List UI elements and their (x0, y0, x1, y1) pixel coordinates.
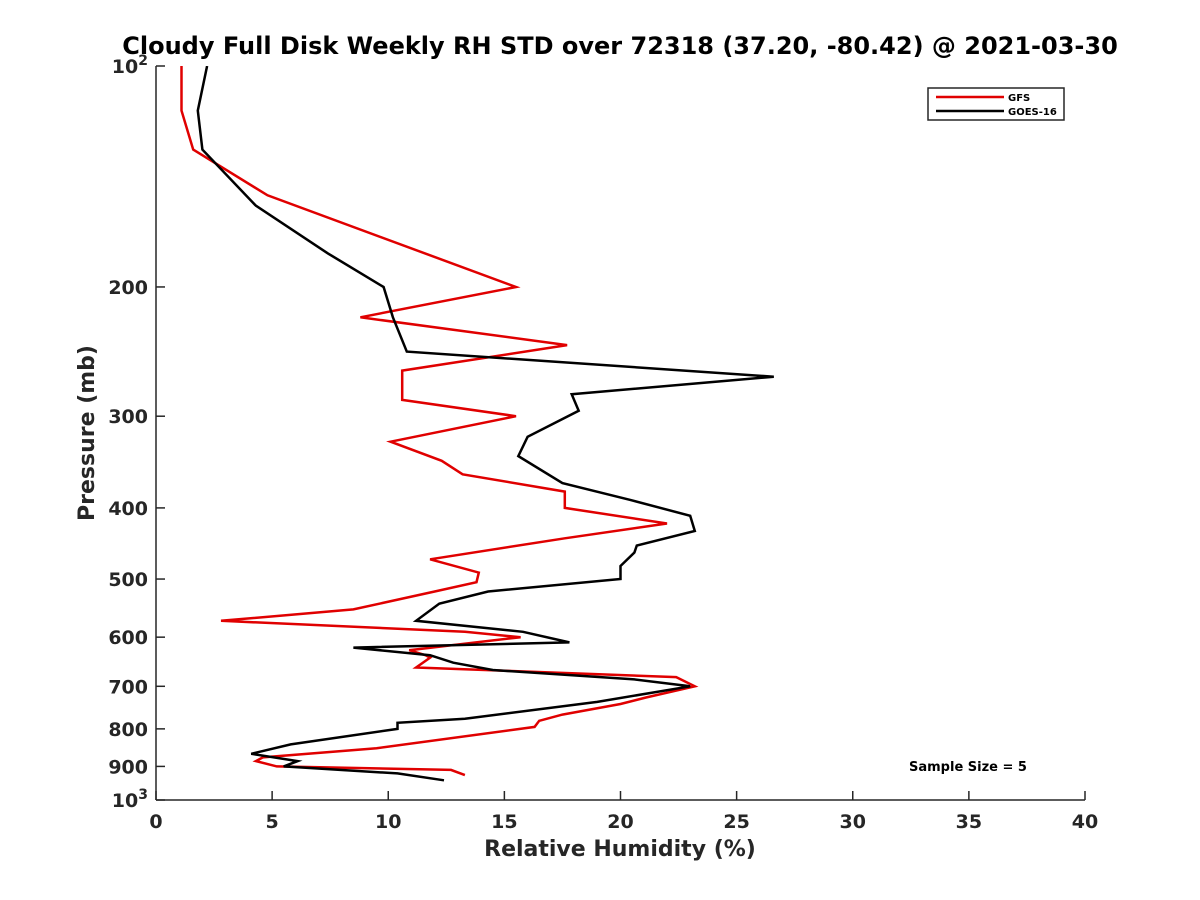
x-tick-label: 10 (375, 811, 401, 833)
y-axis-label: Pressure (mb) (75, 345, 100, 521)
x-tick-label: 40 (1072, 811, 1098, 833)
series-layer (180, 66, 774, 782)
y-tick-label: 400 (108, 498, 148, 520)
legend-box (927, 87, 1065, 121)
plot-area: 0 5 10 15 20 25 30 35 40 102 200 300 400 500 600 700 80… (108, 53, 1098, 833)
y-axis-ticks: 102 200 300 400 500 600 700 800 900 103 (108, 53, 165, 812)
legend: GFS GOES-16 (927, 87, 1065, 121)
x-axis-label: Relative Humidity (%) (484, 837, 756, 862)
y-tick-label: 800 (108, 719, 148, 741)
y-tick-label: 900 (108, 756, 148, 778)
y-tick-label: 500 (108, 569, 148, 591)
y-tick-label: 102 (112, 53, 148, 78)
series-line-gfs (180, 66, 699, 777)
x-tick-label: 0 (149, 811, 162, 833)
x-tick-label: 35 (956, 811, 982, 833)
y-tick-label: 300 (108, 406, 148, 428)
x-tick-label: 20 (607, 811, 633, 833)
x-tick-label: 15 (491, 811, 517, 833)
x-tick-label: 30 (840, 811, 866, 833)
chart-title: Cloudy Full Disk Weekly RH STD over 7231… (122, 32, 1118, 60)
x-tick-label: 25 (723, 811, 749, 833)
y-tick-label: 700 (108, 676, 148, 698)
y-tick-label: 200 (108, 277, 148, 299)
legend-label-goes-16: GOES-16 (1008, 107, 1057, 118)
series-line-goes-16 (196, 66, 774, 782)
x-axis-ticks: 0 5 10 15 20 25 30 35 40 (149, 791, 1098, 833)
sample-size-annotation: Sample Size = 5 (909, 760, 1027, 775)
legend-label-gfs: GFS (1008, 93, 1030, 104)
y-tick-label: 103 (112, 787, 148, 812)
y-tick-label: 600 (108, 627, 148, 649)
x-tick-label: 5 (266, 811, 279, 833)
